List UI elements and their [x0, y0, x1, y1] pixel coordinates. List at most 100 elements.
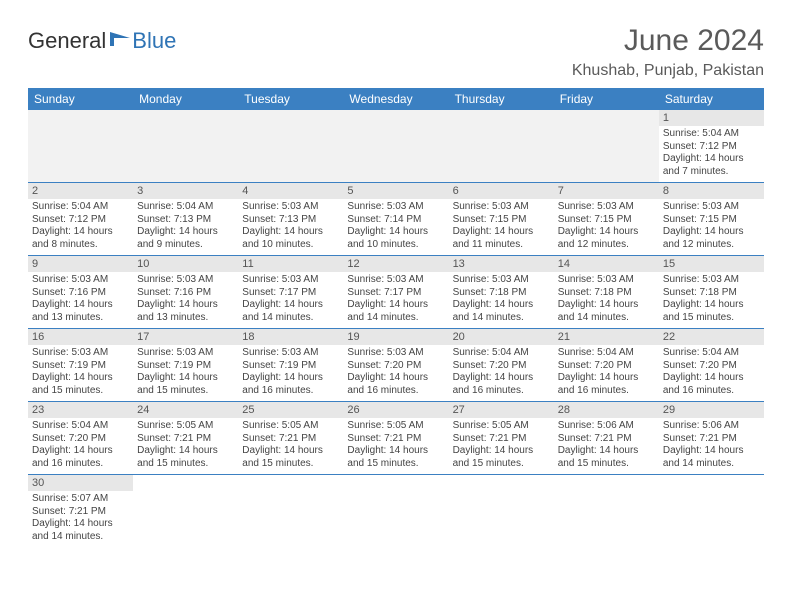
day-number: 12 — [343, 256, 448, 272]
calendar-day-cell: 23Sunrise: 5:04 AMSunset: 7:20 PMDayligh… — [28, 402, 133, 474]
day-details: Sunrise: 5:04 AMSunset: 7:20 PMDaylight:… — [663, 347, 760, 397]
calendar-day-cell: 5 Sunrise: 5:03 AMSunset: 7:14 PMDaylight… — [343, 183, 448, 255]
day-details: Sunrise: 5:03 AMSunset: 7:15 PMDaylight:… — [663, 201, 760, 251]
weekday-header-cell: Monday — [133, 88, 238, 110]
day-details: Sunrise: 5:07 AMSunset: 7:21 PMDaylight:… — [32, 493, 129, 543]
day-number: 10 — [133, 256, 238, 272]
calendar-day-cell: 29 Sunrise: 5:06 AMSunset: 7:21 PMDayligh… — [659, 402, 764, 474]
day-details: Sunrise: 5:03 AMSunset: 7:15 PMDaylight:… — [558, 201, 655, 251]
calendar-day-cell: 3Sunrise: 5:04 AMSunset: 7:13 PMDaylight… — [133, 183, 238, 255]
calendar-day-cell: 28 Sunrise: 5:06 AMSunset: 7:21 PMDayligh… — [554, 402, 659, 474]
day-number: 20 — [449, 329, 554, 345]
calendar-day-cell: 9 Sunrise: 5:03 AMSunset: 7:16 PMDaylight… — [28, 256, 133, 328]
day-number: 2 — [28, 183, 133, 199]
day-details: Sunrise: 5:03 AMSunset: 7:13 PMDaylight:… — [242, 201, 339, 251]
calendar-day-cell: 10 Sunrise: 5:03 AMSunset: 7:16 PMDayligh… — [133, 256, 238, 328]
calendar-week-row: 23Sunrise: 5:04 AMSunset: 7:20 PMDayligh… — [28, 402, 764, 475]
calendar-empty-cell — [449, 110, 554, 182]
day-number: 7 — [554, 183, 659, 199]
day-number: 16 — [28, 329, 133, 345]
calendar-day-cell: 22Sunrise: 5:04 AMSunset: 7:20 PMDayligh… — [659, 329, 764, 401]
day-number: 19 — [343, 329, 448, 345]
day-details: Sunrise: 5:05 AMSunset: 7:21 PMDaylight:… — [453, 420, 550, 470]
calendar-day-cell: 4 Sunrise: 5:03 AMSunset: 7:13 PMDaylight… — [238, 183, 343, 255]
calendar-week-row: 1 Sunrise: 5:04 AMSunset: 7:12 PMDaylight… — [28, 110, 764, 183]
day-number: 8 — [659, 183, 764, 199]
weekday-header-row: SundayMondayTuesdayWednesdayThursdayFrid… — [28, 88, 764, 110]
brand-logo: General Blue — [28, 24, 176, 54]
calendar-day-cell: 12 Sunrise: 5:03 AMSunset: 7:17 PMDayligh… — [343, 256, 448, 328]
day-details: Sunrise: 5:03 AMSunset: 7:19 PMDaylight:… — [137, 347, 234, 397]
day-details: Sunrise: 5:05 AMSunset: 7:21 PMDaylight:… — [242, 420, 339, 470]
day-number: 26 — [343, 402, 448, 418]
logo-text-general: General — [28, 28, 106, 54]
day-details: Sunrise: 5:06 AMSunset: 7:21 PMDaylight:… — [663, 420, 760, 470]
day-number: 6 — [449, 183, 554, 199]
weekday-header-cell: Tuesday — [238, 88, 343, 110]
day-number: 11 — [238, 256, 343, 272]
day-details: Sunrise: 5:03 AMSunset: 7:16 PMDaylight:… — [32, 274, 129, 324]
calendar-day-cell: 26Sunrise: 5:05 AMSunset: 7:21 PMDayligh… — [343, 402, 448, 474]
calendar-day-cell: 15 Sunrise: 5:03 AMSunset: 7:18 PMDayligh… — [659, 256, 764, 328]
calendar-day-cell: 20 Sunrise: 5:04 AMSunset: 7:20 PMDayligh… — [449, 329, 554, 401]
day-number: 13 — [449, 256, 554, 272]
day-number: 18 — [238, 329, 343, 345]
flag-icon — [110, 32, 132, 53]
calendar-empty-cell — [554, 475, 659, 547]
calendar-day-cell: 14 Sunrise: 5:03 AMSunset: 7:18 PMDayligh… — [554, 256, 659, 328]
day-number: 28 — [554, 402, 659, 418]
day-number: 24 — [133, 402, 238, 418]
day-details: Sunrise: 5:03 AMSunset: 7:20 PMDaylight:… — [347, 347, 444, 397]
day-number: 17 — [133, 329, 238, 345]
calendar-day-cell: 30 Sunrise: 5:07 AMSunset: 7:21 PMDayligh… — [28, 475, 133, 547]
calendar-day-cell: 6 Sunrise: 5:03 AMSunset: 7:15 PMDaylight… — [449, 183, 554, 255]
day-number: 15 — [659, 256, 764, 272]
day-details: Sunrise: 5:03 AMSunset: 7:18 PMDaylight:… — [453, 274, 550, 324]
calendar-empty-cell — [659, 475, 764, 547]
day-number: 9 — [28, 256, 133, 272]
calendar-day-cell: 13 Sunrise: 5:03 AMSunset: 7:18 PMDayligh… — [449, 256, 554, 328]
page-title: June 2024 — [572, 24, 764, 58]
location-text: Khushab, Punjab, Pakistan — [572, 62, 764, 80]
day-number: 14 — [554, 256, 659, 272]
calendar-day-cell: 1 Sunrise: 5:04 AMSunset: 7:12 PMDaylight… — [659, 110, 764, 182]
day-number: 23 — [28, 402, 133, 418]
calendar-week-row: 9Sunrise: 5:03 AMSunset: 7:16 PMDaylight… — [28, 256, 764, 329]
day-number: 5 — [343, 183, 448, 199]
day-number: 27 — [449, 402, 554, 418]
calendar-empty-cell — [238, 110, 343, 182]
day-number: 25 — [238, 402, 343, 418]
calendar-empty-cell — [238, 475, 343, 547]
day-number: 30 — [28, 475, 133, 491]
day-details: Sunrise: 5:04 AMSunset: 7:20 PMDaylight:… — [558, 347, 655, 397]
day-details: Sunrise: 5:03 AMSunset: 7:18 PMDaylight:… — [558, 274, 655, 324]
day-details: Sunrise: 5:03 AMSunset: 7:18 PMDaylight:… — [663, 274, 760, 324]
calendar-day-cell: 16Sunrise: 5:03 AMSunset: 7:19 PMDayligh… — [28, 329, 133, 401]
weekday-header-cell: Thursday — [449, 88, 554, 110]
day-number: 29 — [659, 402, 764, 418]
day-details: Sunrise: 5:05 AMSunset: 7:21 PMDaylight:… — [137, 420, 234, 470]
day-details: Sunrise: 5:03 AMSunset: 7:17 PMDaylight:… — [242, 274, 339, 324]
calendar-day-cell: 17 Sunrise: 5:03 AMSunset: 7:19 PMDayligh… — [133, 329, 238, 401]
calendar-day-cell: 11 Sunrise: 5:03 AMSunset: 7:17 PMDayligh… — [238, 256, 343, 328]
day-number: 4 — [238, 183, 343, 199]
day-details: Sunrise: 5:03 AMSunset: 7:16 PMDaylight:… — [137, 274, 234, 324]
calendar-day-cell: 7 Sunrise: 5:03 AMSunset: 7:15 PMDaylight… — [554, 183, 659, 255]
calendar-empty-cell — [449, 475, 554, 547]
day-details: Sunrise: 5:04 AMSunset: 7:13 PMDaylight:… — [137, 201, 234, 251]
calendar-day-cell: 25 Sunrise: 5:05 AMSunset: 7:21 PMDayligh… — [238, 402, 343, 474]
calendar-empty-cell — [28, 110, 133, 182]
calendar-day-cell: 19 Sunrise: 5:03 AMSunset: 7:20 PMDayligh… — [343, 329, 448, 401]
day-details: Sunrise: 5:03 AMSunset: 7:15 PMDaylight:… — [453, 201, 550, 251]
day-details: Sunrise: 5:04 AMSunset: 7:12 PMDaylight:… — [663, 128, 760, 178]
calendar-empty-cell — [133, 475, 238, 547]
calendar-day-cell: 27 Sunrise: 5:05 AMSunset: 7:21 PMDayligh… — [449, 402, 554, 474]
day-number: 1 — [659, 110, 764, 126]
calendar-empty-cell — [343, 110, 448, 182]
calendar-day-cell: 8 Sunrise: 5:03 AMSunset: 7:15 PMDaylight… — [659, 183, 764, 255]
day-details: Sunrise: 5:04 AMSunset: 7:20 PMDaylight:… — [453, 347, 550, 397]
day-number: 21 — [554, 329, 659, 345]
day-details: Sunrise: 5:06 AMSunset: 7:21 PMDaylight:… — [558, 420, 655, 470]
day-details: Sunrise: 5:03 AMSunset: 7:14 PMDaylight:… — [347, 201, 444, 251]
day-details: Sunrise: 5:03 AMSunset: 7:17 PMDaylight:… — [347, 274, 444, 324]
